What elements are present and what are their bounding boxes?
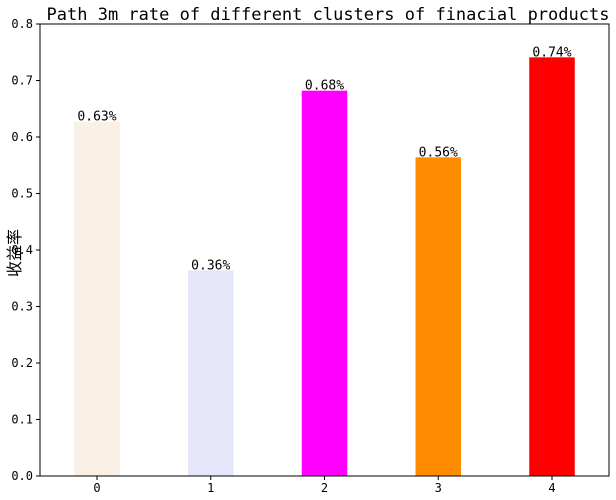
data-label-4: 0.74%	[532, 45, 571, 60]
y-tick-label-0.5: 0.5	[11, 187, 33, 201]
x-tick-label-4: 4	[548, 481, 555, 495]
y-tick-label-0.6: 0.6	[11, 130, 33, 144]
chart-title: Path_3m rate of different clusters of fi…	[47, 5, 610, 25]
y-tick-label-0.7: 0.7	[11, 74, 33, 88]
x-tick-label-0: 0	[93, 481, 100, 495]
y-axis-ticks: 0.0 0.1 0.2 0.3 0.4 0.5 0.6 0.7 0.8	[11, 17, 40, 483]
bar-3	[415, 157, 461, 476]
data-label-0: 0.63%	[77, 110, 116, 125]
data-label-2: 0.68%	[305, 79, 344, 94]
y-tick-label-0.2: 0.2	[11, 356, 33, 370]
bar-0	[74, 121, 120, 477]
bar-1	[188, 270, 234, 476]
data-label-3: 0.56%	[419, 145, 458, 160]
y-tick-label-0.3: 0.3	[11, 300, 33, 314]
bar-4	[529, 57, 575, 477]
y-tick-label-0.0: 0.0	[11, 469, 33, 483]
y-tick-label-0.4: 0.4	[11, 243, 33, 257]
x-tick-label-1: 1	[207, 481, 214, 495]
x-tick-label-2: 2	[321, 481, 328, 495]
x-tick-label-3: 3	[435, 481, 442, 495]
x-axis-ticks: 0 1 2 3 4	[93, 476, 556, 495]
bars-layer	[74, 57, 575, 477]
y-tick-label-0.8: 0.8	[11, 17, 33, 31]
y-axis-label: 收益率	[5, 229, 24, 277]
y-tick-label-0.1: 0.1	[11, 413, 33, 427]
plot-frame	[39, 23, 610, 477]
data-labels-layer: 0.63% 0.36% 0.68% 0.56% 0.74%	[77, 45, 571, 273]
data-label-1: 0.36%	[191, 258, 230, 273]
bar-2	[301, 90, 348, 477]
